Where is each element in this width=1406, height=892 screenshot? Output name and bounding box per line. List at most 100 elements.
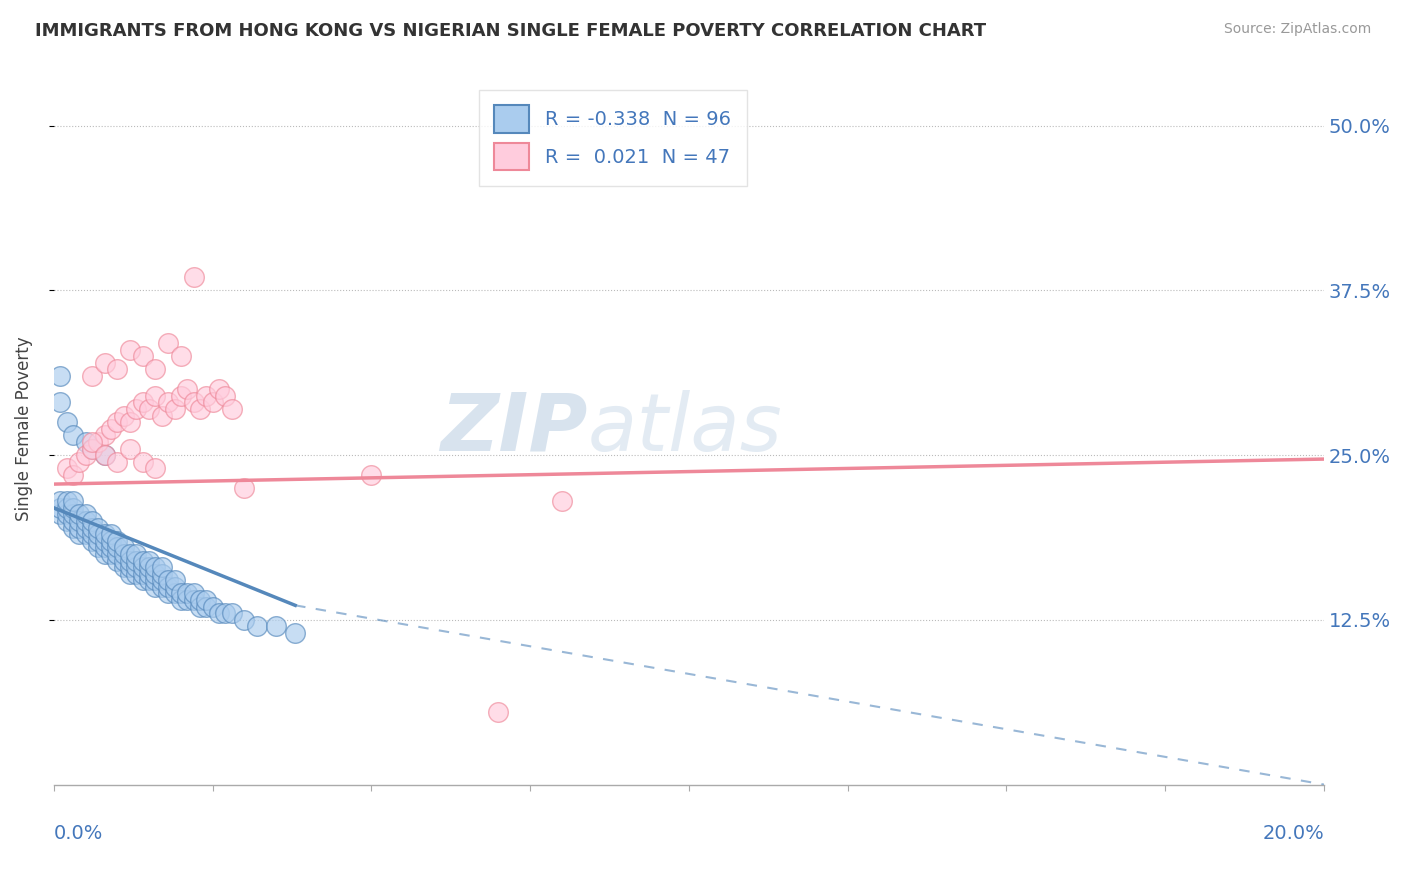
Point — [49, 500, 72, 515]
Point — [93, 356, 115, 370]
Point — [163, 574, 186, 588]
Point — [87, 434, 110, 449]
Text: IMMIGRANTS FROM HONG KONG VS NIGERIAN SINGLE FEMALE POVERTY CORRELATION CHART: IMMIGRANTS FROM HONG KONG VS NIGERIAN SI… — [35, 22, 986, 40]
Point — [125, 547, 148, 561]
Point — [62, 514, 84, 528]
Point — [157, 586, 180, 600]
Point — [93, 527, 115, 541]
Point — [80, 514, 103, 528]
Point — [93, 533, 115, 548]
Point — [67, 508, 90, 522]
Point — [138, 566, 160, 581]
Point — [183, 270, 205, 285]
Point — [125, 553, 148, 567]
Point — [195, 389, 218, 403]
Point — [201, 599, 224, 614]
Point — [125, 402, 148, 417]
Point — [188, 402, 211, 417]
Point — [100, 547, 122, 561]
Point — [157, 336, 180, 351]
Point — [145, 580, 167, 594]
Point — [125, 560, 148, 574]
Point — [284, 626, 307, 640]
Point — [55, 508, 77, 522]
Point — [132, 560, 155, 574]
Point — [150, 560, 173, 574]
Point — [112, 409, 135, 423]
Point — [49, 395, 72, 409]
Point — [183, 593, 205, 607]
Point — [145, 389, 167, 403]
Point — [100, 541, 122, 555]
Point — [75, 434, 97, 449]
Point — [188, 599, 211, 614]
Point — [157, 395, 180, 409]
Point — [80, 369, 103, 384]
Point — [55, 494, 77, 508]
Point — [93, 547, 115, 561]
Point — [208, 606, 231, 620]
Point — [176, 586, 198, 600]
Point — [75, 448, 97, 462]
Point — [62, 494, 84, 508]
Point — [132, 574, 155, 588]
Point — [163, 402, 186, 417]
Text: 0.0%: 0.0% — [53, 823, 103, 843]
Point — [55, 415, 77, 429]
Point — [214, 389, 236, 403]
Point — [208, 382, 231, 396]
Text: ZIP: ZIP — [440, 390, 588, 467]
Point — [183, 395, 205, 409]
Point — [49, 508, 72, 522]
Point — [145, 574, 167, 588]
Point — [551, 494, 574, 508]
Point — [87, 527, 110, 541]
Point — [62, 500, 84, 515]
Point — [75, 514, 97, 528]
Point — [170, 586, 193, 600]
Point — [87, 520, 110, 534]
Point — [67, 455, 90, 469]
Point — [145, 560, 167, 574]
Point — [163, 580, 186, 594]
Point — [118, 442, 141, 456]
Point — [93, 448, 115, 462]
Point — [132, 455, 155, 469]
Point — [80, 442, 103, 456]
Point — [105, 547, 128, 561]
Point — [80, 442, 103, 456]
Point — [55, 514, 77, 528]
Point — [125, 566, 148, 581]
Point — [100, 422, 122, 436]
Point — [201, 395, 224, 409]
Point — [100, 533, 122, 548]
Point — [195, 593, 218, 607]
Text: 20.0%: 20.0% — [1263, 823, 1324, 843]
Point — [157, 580, 180, 594]
Point — [62, 508, 84, 522]
Point — [170, 349, 193, 363]
Point — [75, 520, 97, 534]
Point — [486, 705, 509, 719]
Point — [138, 560, 160, 574]
Point — [360, 467, 382, 482]
Point — [49, 494, 72, 508]
Point — [157, 574, 180, 588]
Point — [87, 541, 110, 555]
Point — [132, 553, 155, 567]
Point — [80, 434, 103, 449]
Point — [118, 547, 141, 561]
Point — [55, 500, 77, 515]
Point — [150, 409, 173, 423]
Point — [49, 369, 72, 384]
Point — [246, 619, 269, 633]
Point — [233, 481, 256, 495]
Point — [112, 560, 135, 574]
Point — [105, 455, 128, 469]
Point — [145, 362, 167, 376]
Point — [67, 520, 90, 534]
Point — [183, 586, 205, 600]
Point — [170, 593, 193, 607]
Point — [176, 382, 198, 396]
Point — [118, 553, 141, 567]
